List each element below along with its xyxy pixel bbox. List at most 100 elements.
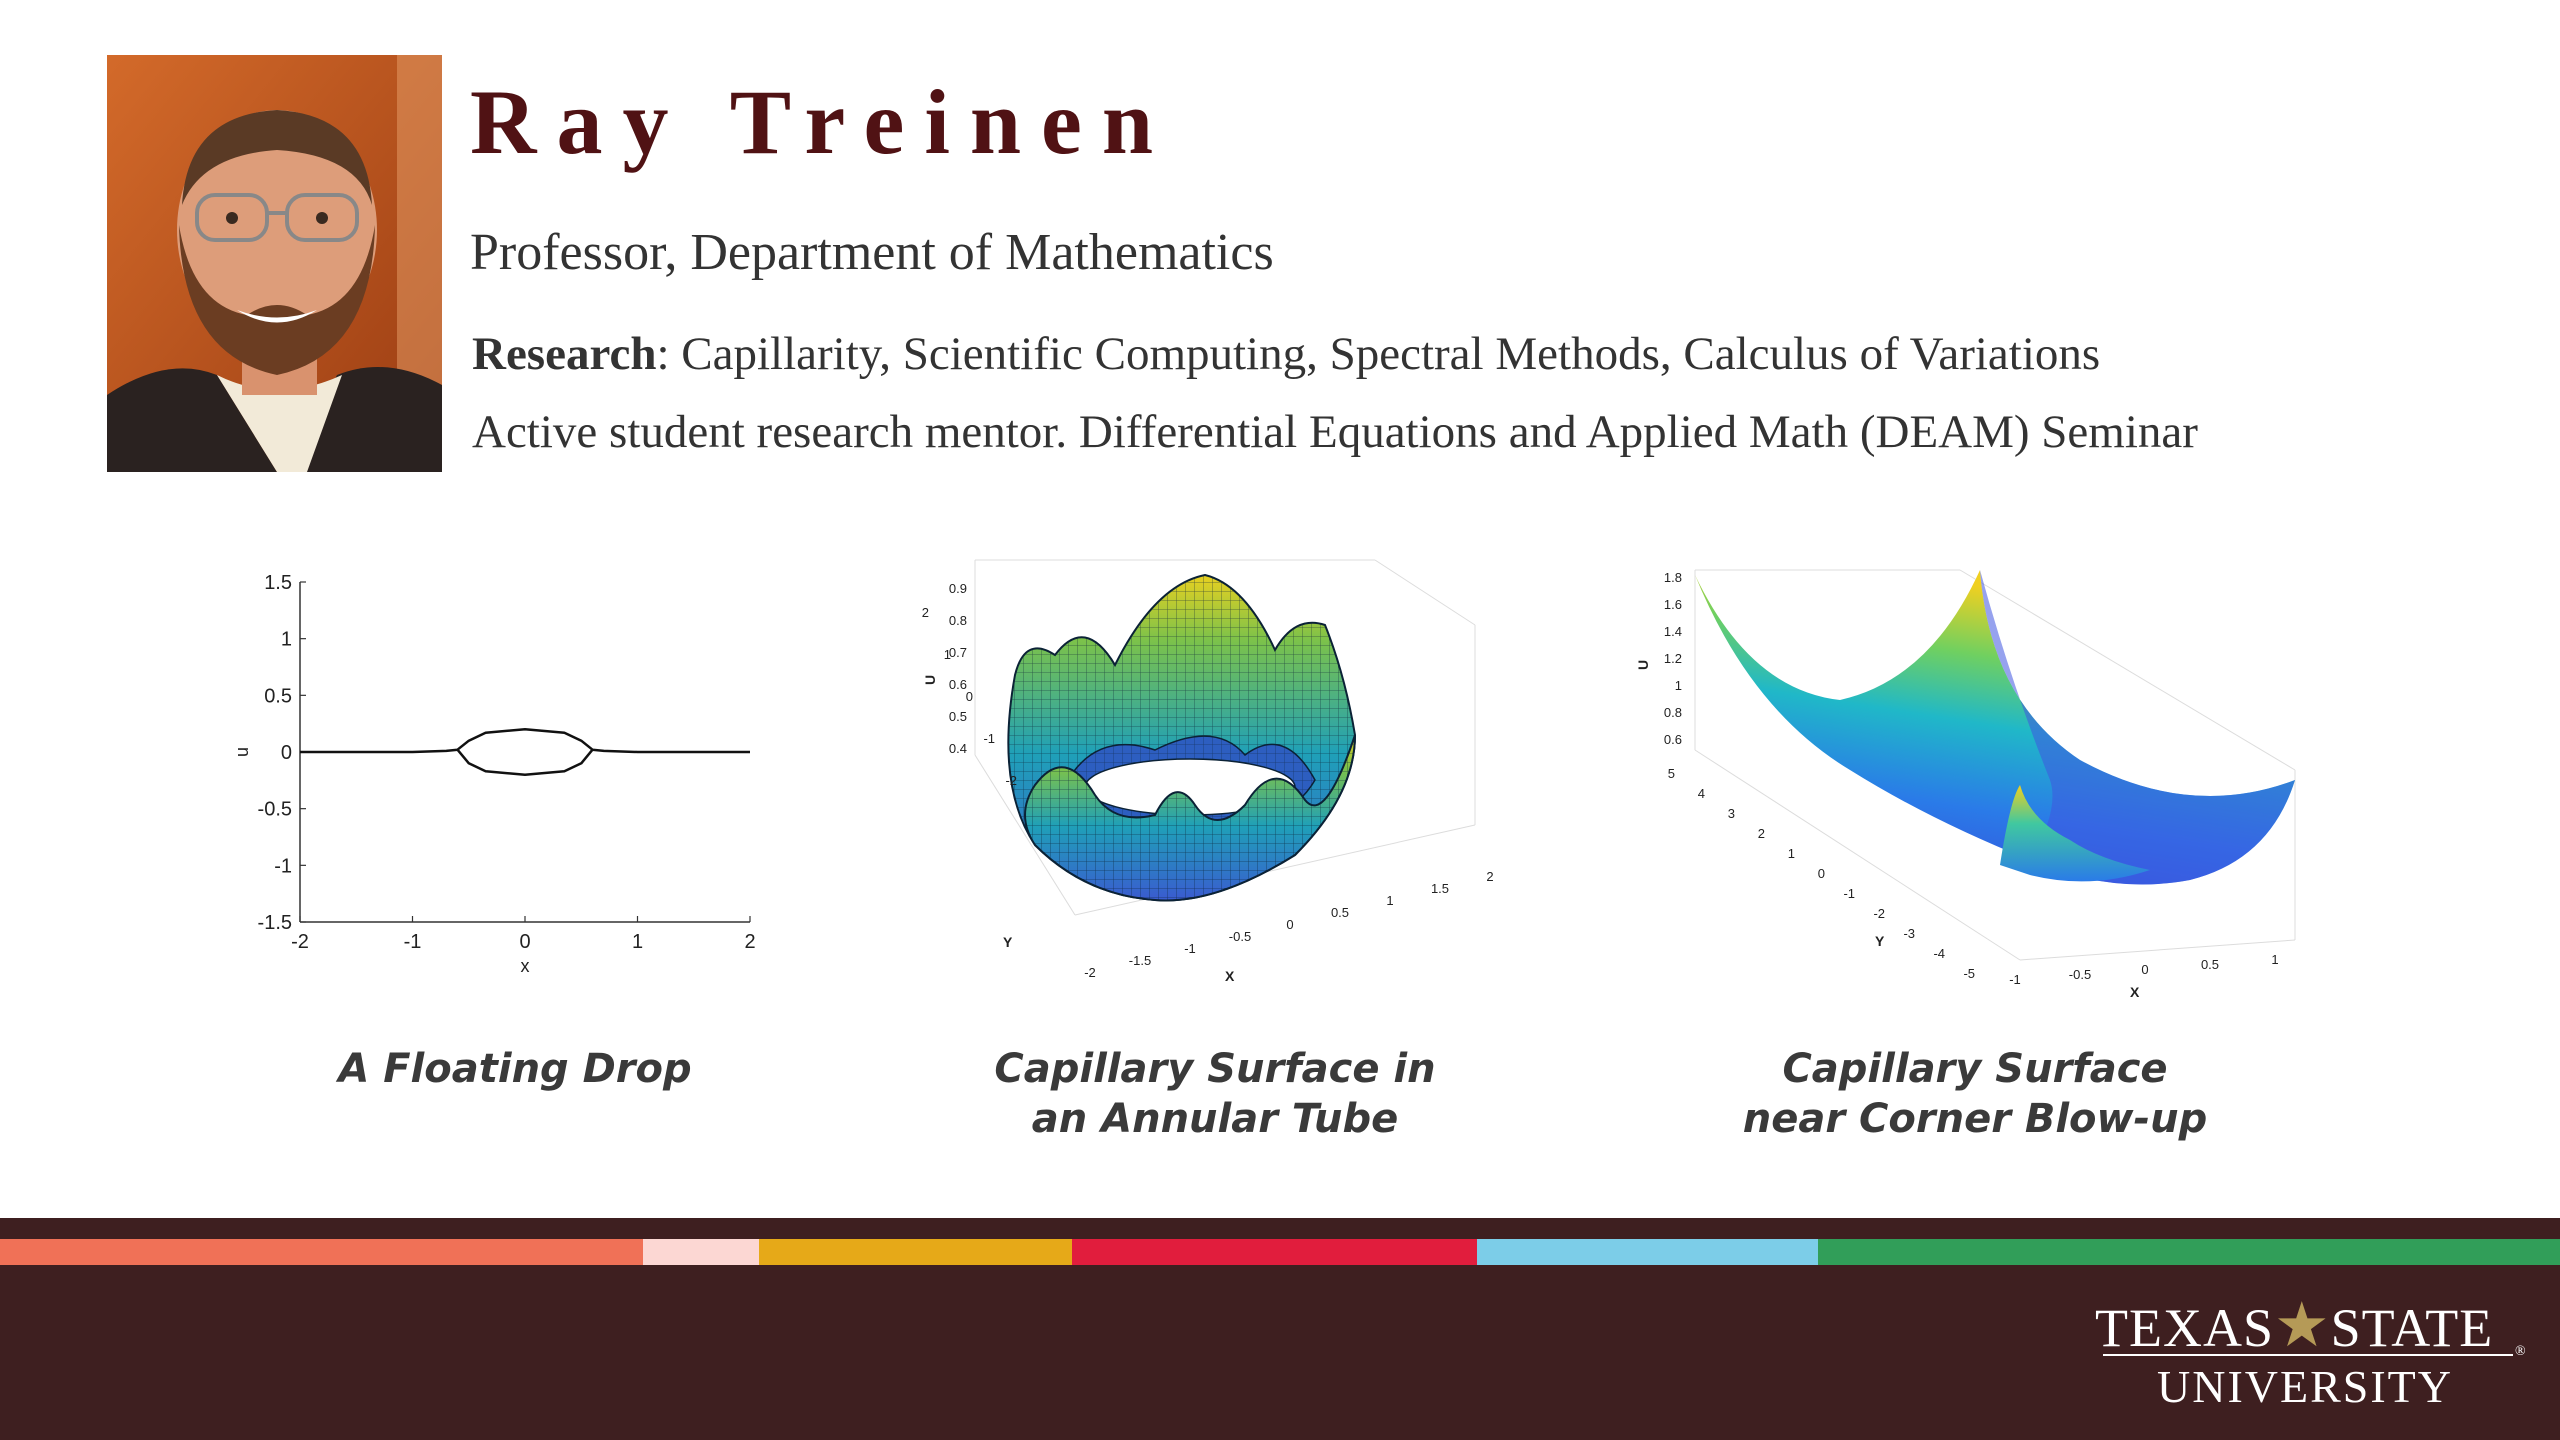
x-axis-label: X [2130,984,2140,1000]
caption-line: an Annular Tube [1031,1096,1399,1142]
z-axis-label: U [922,675,938,685]
z-tick-label: 1.8 [1664,570,1682,585]
z-tick-label: 1.4 [1664,624,1682,639]
drop-curve-0 [300,728,750,754]
x-tick-label: -0.5 [1229,929,1251,944]
caption-line: Capillary Surface [1782,1046,2168,1092]
logo-bottom: UNIVERSITY [2157,1361,2453,1412]
x-tick-label: -1.5 [1129,953,1151,968]
grid-lines [974,559,1476,916]
x-axis-label: X [1225,968,1235,984]
x-tick-label: 2 [744,931,755,953]
y-tick-label: 4 [1698,786,1705,801]
z-tick-label: 0.4 [949,741,967,756]
x-tick-label: -1 [404,931,422,953]
caption-line: A Floating Drop [338,1046,692,1092]
logo-left-word: TEXAS [2095,1298,2274,1358]
y-tick-label: 1 [281,629,292,651]
profile-photo [107,55,442,472]
z-tick-label: 0.6 [1664,732,1682,747]
y-tick-label: 0 [281,742,292,764]
z-tick-label: 1.2 [1664,651,1682,666]
z-tick-label: 0.6 [949,677,967,692]
logo-rule [2103,1354,2513,1356]
caption-floating-drop: A Floating Drop [255,1044,775,1094]
y-tick-label: -0.5 [258,799,292,821]
x-tick-label: 0.5 [1331,905,1349,920]
y-tick-label: 1 [1788,846,1795,861]
y-axis-label: u [232,747,252,757]
z-tick-label: 0.8 [1664,705,1682,720]
x-tick-label: 1.5 [1431,881,1449,896]
caption-corner-blowup: Capillary Surface near Corner Blow-up [1695,1044,2255,1144]
caption-line: Capillary Surface in [994,1046,1436,1092]
research-line: Research: Capillarity, Scientific Comput… [472,326,2100,382]
x-tick-label: 1 [632,931,643,953]
y-tick-label: 2 [1758,826,1765,841]
z-axis-label: U [1635,660,1651,670]
z-tick-label: 0.5 [949,709,967,724]
research-text: : Capillarity, Scientific Computing, Spe… [656,328,2101,380]
y-tick-label: -1.5 [258,912,292,934]
research-label: Research [472,328,657,380]
y-axis-label: Y [1875,933,1885,949]
x-tick-label: -1 [1184,941,1196,956]
stripe-segment [1818,1239,2560,1265]
y-axis-label: Y [1003,934,1013,950]
x-tick-label: -2 [1084,965,1096,980]
x-tick-label: -2 [291,931,309,953]
x-tick-label: 0 [519,931,530,953]
y-tick-label: -4 [1933,946,1945,961]
color-stripe [0,1239,2560,1265]
stripe-segment [0,1239,643,1265]
y-tick-label: -1 [983,731,995,746]
caption-line: near Corner Blow-up [1742,1096,2208,1142]
x-tick-label: -0.5 [2069,967,2091,982]
y-tick-label: 0 [966,689,973,704]
y-tick-label: -3 [1903,926,1915,941]
y-tick-label: 2 [922,605,929,620]
y-tick-label: -2 [1873,906,1885,921]
star-icon: ★ [2274,1292,2331,1360]
y-tick-label: 0 [1818,866,1825,881]
x-tick-label: -1 [2009,972,2021,987]
x-tick-label: 0 [1286,917,1293,932]
stripe-segment [1072,1239,1477,1265]
corner-blowup-surface-plot: 1.8 1.6 1.4 1.2 1 0.8 0.6 5 4 3 2 1 0 -1 -2 -3 -4 -5 -1 -0.… [1635,569,2296,1000]
y-tick-label: 5 [1668,766,1675,781]
x-tick-label: 1 [1386,893,1393,908]
z-tick-label: 1 [1675,678,1682,693]
z-tick-label: 1.6 [1664,597,1682,612]
y-tick-label: 0.5 [264,685,292,707]
stripe-segment [643,1239,759,1265]
stripe-segment [1477,1239,1818,1265]
z-tick-label: 0.7 [949,645,967,660]
logo-top: TEXAS★STATE [2095,1288,2493,1362]
y-tick-label: 1.5 [264,572,292,594]
logo-right-word: STATE [2330,1298,2494,1358]
grid-lines [1694,569,2296,961]
stripe-segment [759,1239,1072,1265]
y-tick-label: -1 [274,855,292,877]
drop-curve-1 [456,748,594,776]
x-tick-label: 0 [2141,962,2148,977]
x-tick-label: 0.5 [2201,957,2219,972]
presenter-title: Professor, Department of Mathematics [470,224,1274,281]
registered-mark: ® [2515,1344,2526,1359]
caption-annular-tube: Capillary Surface in an Annular Tube [935,1044,1495,1144]
y-tick-label: -2 [1005,773,1017,788]
annular-tube-surface-plot: 0.9 0.8 0.7 0.6 0.5 0.4 -2 -1 0 1 2 -2 -1.5 -1 -0.5 0 0.… [922,559,1494,984]
y-tick-label: -5 [1963,966,1975,981]
x-tick-label: 1 [2271,952,2278,967]
mentor-line: Active student research mentor. Differen… [472,406,2198,458]
presenter-name: Ray Treinen [470,71,1174,173]
floating-drop-chart: 1.5 1 0.5 0 -0.5 -1 -1.5-2 -1 0 1 2 x u [232,572,756,976]
texas-state-logo: TEXAS★STATE ® UNIVERSITY [2095,1288,2535,1412]
z-tick-label: 0.8 [949,613,967,628]
y-tick-label: -1 [1843,886,1855,901]
x-axis-label: x [521,956,530,976]
y-tick-label: 3 [1728,806,1735,821]
y-tick-label: 1 [944,647,951,662]
z-tick-label: 0.9 [949,581,967,596]
x-tick-label: 2 [1486,869,1493,884]
